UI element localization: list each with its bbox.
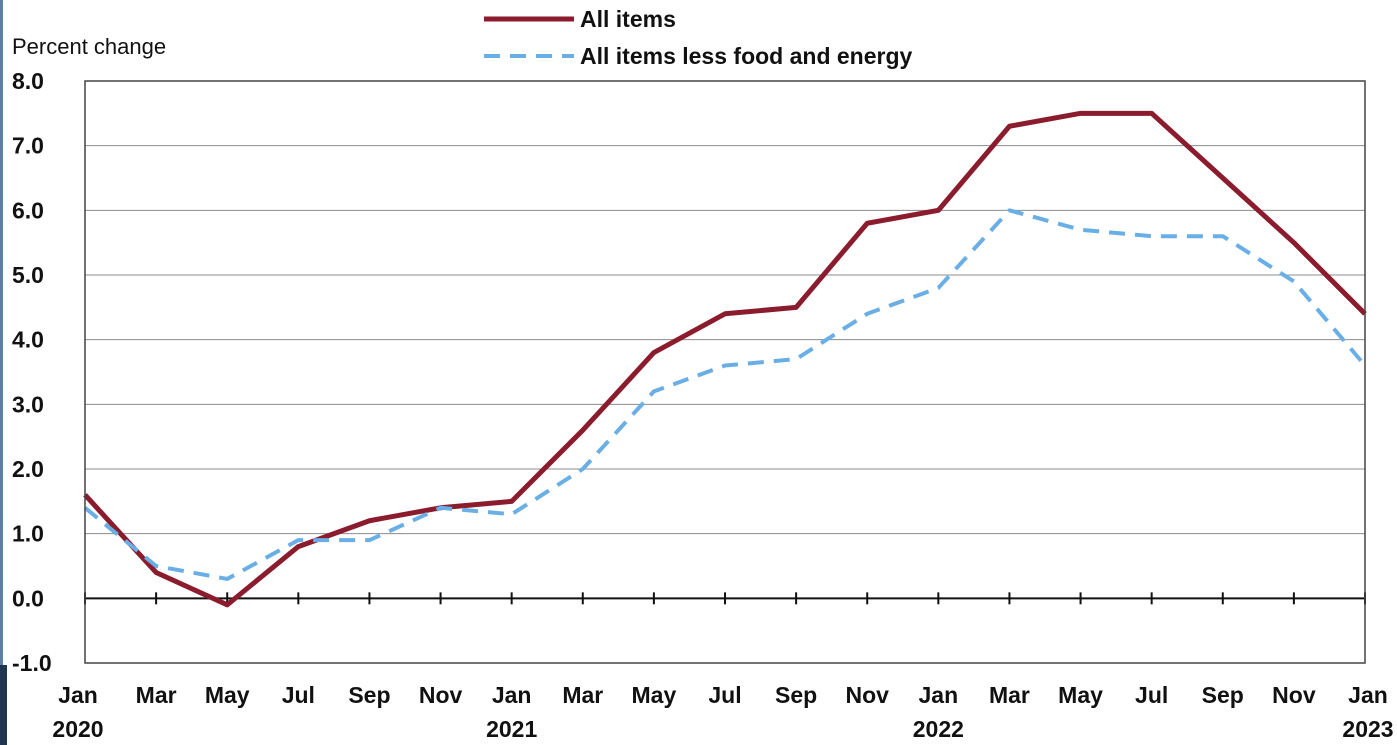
y-tick-label: 5.0	[12, 262, 44, 288]
legend-label: All items	[580, 6, 676, 32]
series-lines	[83, 110, 1367, 608]
y-tick-label: 6.0	[12, 197, 44, 223]
x-tick-label: Nov	[419, 682, 463, 708]
x-tick-label: May	[205, 682, 250, 708]
y-tick-label: 2.0	[12, 456, 44, 482]
left-edge-bar	[0, 0, 3, 745]
corner-mark	[0, 665, 7, 745]
grid	[85, 145, 1365, 535]
y-tick-label: 0.0	[12, 585, 44, 611]
x-tick-label: Jul	[1135, 682, 1168, 708]
x-tick-label: Jan	[1348, 682, 1388, 708]
legend-label: All items less food and energy	[580, 43, 913, 69]
x-tick-label: Jan	[492, 682, 532, 708]
y-tick-label: 4.0	[12, 327, 44, 353]
x-tick-label: Jul	[282, 682, 315, 708]
y-tick-labels: -1.0 0.0 1.0 2.0 3.0 4.0 5.0 6.0 7.0 8.0	[12, 68, 52, 676]
x-tick-year-label: 2023	[1342, 716, 1393, 742]
x-tick-labels: Jan 2020 Mar May Jul Sep Nov Jan 2021 Mar May Jul Se…	[52, 682, 1393, 742]
x-axis	[84, 592, 1366, 605]
x-tick-year-label: 2021	[486, 716, 537, 742]
x-tick-label: Nov	[845, 682, 889, 708]
x-tick-label: Sep	[348, 682, 390, 708]
y-tick-label: 3.0	[12, 391, 44, 417]
series-line-core	[83, 208, 1367, 581]
x-tick-label: Sep	[775, 682, 817, 708]
plot-frame	[84, 80, 1366, 664]
x-tick-label: Nov	[1272, 682, 1316, 708]
x-tick-label: Sep	[1202, 682, 1244, 708]
y-tick-label: -1.0	[12, 650, 52, 676]
x-tick-label: May	[632, 682, 677, 708]
x-tick-label: Mar	[562, 682, 603, 708]
series-line-all-items	[83, 110, 1367, 608]
x-tick-label: Jan	[58, 682, 98, 708]
x-tick-label: May	[1058, 682, 1103, 708]
x-tick-label: Mar	[136, 682, 177, 708]
x-tick-label: Jan	[919, 682, 959, 708]
x-tick-label: Jul	[708, 682, 741, 708]
y-tick-label: 1.0	[12, 521, 44, 547]
y-axis-title: Percent change	[12, 34, 166, 59]
legend: All items All items less food and energy	[484, 6, 913, 69]
x-tick-year-label: 2022	[913, 716, 964, 742]
y-tick-label: 7.0	[12, 133, 44, 159]
y-tick-label: 8.0	[12, 68, 44, 94]
x-tick-year-label: 2020	[52, 716, 103, 742]
x-tick-label: Mar	[989, 682, 1030, 708]
